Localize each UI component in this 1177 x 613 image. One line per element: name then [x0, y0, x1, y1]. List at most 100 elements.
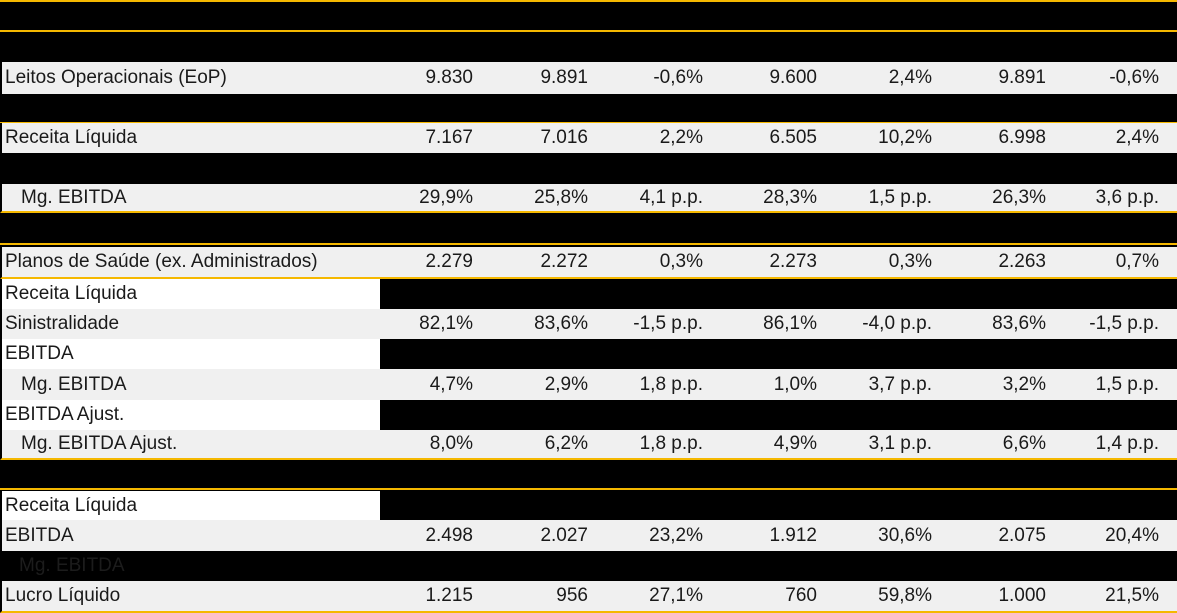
cell: 1.215	[425, 585, 473, 606]
cell: 59,8%	[878, 585, 932, 606]
cell: 3,1 p.p.	[868, 433, 932, 454]
table-row: Planos de Saúde (ex. Administrados) 2.27…	[0, 247, 1177, 279]
table-row: Sinistralidade 82,1% 83,6% -1,5 p.p. 86,…	[0, 309, 1177, 339]
cell: 2.272	[540, 251, 588, 272]
cell: 27,1%	[649, 585, 703, 606]
row-label: Sinistralidade	[5, 313, 120, 334]
section-header	[0, 153, 1177, 184]
table-header-band	[0, 2, 1177, 31]
cell: -1,5 p.p.	[1089, 313, 1159, 334]
cell: 1,8 p.p.	[639, 373, 703, 395]
cell: 6.505	[769, 127, 817, 148]
cell: -0,6%	[1109, 67, 1159, 88]
cell: 30,6%	[878, 524, 932, 546]
row-label: EBITDA	[5, 524, 74, 546]
row-label: Mg. EBITDA	[21, 186, 127, 208]
cell: 8,0%	[429, 433, 473, 454]
accent-line	[0, 30, 1177, 32]
cell: 1,4 p.p.	[1095, 433, 1159, 454]
row-label: Receita Líquida	[5, 127, 138, 148]
section-header	[0, 460, 1177, 490]
cell: 7.167	[425, 127, 473, 148]
table-row: Mg. EBITDA	[0, 551, 1177, 581]
cell: 7.016	[540, 127, 588, 148]
table-row: Receita Líquida 7.167 7.016 2,2% 6.505 1…	[0, 123, 1177, 153]
cell: 26,3%	[992, 186, 1046, 208]
cell: 0,3%	[888, 251, 932, 272]
cell: 6.998	[998, 127, 1046, 148]
table-row: Leitos Operacionais (EoP) 9.830 9.891 -0…	[0, 62, 1177, 94]
cell: 2.273	[769, 251, 817, 272]
table-row: Lucro Líquido 1.215 956 27,1% 760 59,8% …	[0, 581, 1177, 613]
cell: 6,6%	[1002, 433, 1046, 454]
cell: 0,7%	[1115, 251, 1159, 272]
table-row: Receita Líquida	[0, 279, 1177, 309]
cell: -4,0 p.p.	[862, 313, 932, 334]
table-row: Mg. EBITDA 29,9% 25,8% 4,1 p.p. 28,3% 1,…	[0, 184, 1177, 213]
section-header	[0, 94, 1177, 122]
cell: 3,7 p.p.	[868, 373, 932, 395]
row-label: Mg. EBITDA	[19, 555, 125, 576]
cell: 3,2%	[1002, 373, 1046, 395]
cell: 2.279	[425, 251, 473, 272]
cell: 9.891	[540, 67, 588, 88]
cell: 2.027	[540, 524, 588, 546]
cell: 6,2%	[544, 433, 588, 454]
cell: 1,5 p.p.	[1095, 373, 1159, 395]
table-row: Mg. EBITDA 4,7% 2,9% 1,8 p.p. 1,0% 3,7 p…	[0, 369, 1177, 400]
cell: 4,9%	[773, 433, 817, 454]
cell: 20,4%	[1105, 524, 1159, 546]
cell: 2.498	[425, 524, 473, 546]
cell: 1.000	[998, 585, 1046, 606]
cell: 83,6%	[534, 313, 588, 334]
row-label: Mg. EBITDA Ajust.	[21, 433, 178, 454]
cell: 9.830	[425, 67, 473, 88]
table-row: EBITDA Ajust.	[0, 400, 1177, 430]
cell: 956	[556, 585, 588, 606]
cell: 23,2%	[649, 524, 703, 546]
table-row: EBITDA	[0, 339, 1177, 369]
row-label: Lucro Líquido	[5, 585, 121, 606]
cell: 760	[785, 585, 817, 606]
cell: 2,2%	[659, 127, 703, 148]
cell: 25,8%	[534, 186, 588, 208]
table-row: EBITDA 2.498 2.027 23,2% 1.912 30,6% 2.0…	[0, 520, 1177, 551]
cell: 2,4%	[1115, 127, 1159, 148]
accent-line	[0, 0, 1177, 2]
cell: 86,1%	[763, 313, 817, 334]
table-row: Receita Líquida	[0, 491, 1177, 520]
section-header	[0, 213, 1177, 245]
cell: 2,4%	[888, 67, 932, 88]
row-label: Receita Líquida	[5, 283, 138, 304]
cell: 10,2%	[878, 127, 932, 148]
cell: 1,0%	[773, 373, 817, 395]
cell: 9.600	[769, 67, 817, 88]
row-label: EBITDA Ajust.	[5, 404, 125, 425]
cell: 9.891	[998, 67, 1046, 88]
cell: 4,1 p.p.	[639, 186, 703, 208]
section-header	[0, 32, 1177, 62]
row-label: Mg. EBITDA	[21, 373, 127, 395]
cell: 28,3%	[763, 186, 817, 208]
table-row: Mg. EBITDA Ajust. 8,0% 6,2% 1,8 p.p. 4,9…	[0, 430, 1177, 460]
cell: 1,8 p.p.	[639, 433, 703, 454]
cell: -0,6%	[653, 67, 703, 88]
cell: 1.912	[769, 524, 817, 546]
row-label: EBITDA	[5, 343, 74, 364]
row-label: Receita Líquida	[5, 494, 138, 516]
cell: 1,5 p.p.	[868, 186, 932, 208]
cell: 2.075	[998, 524, 1046, 546]
cell: 3,6 p.p.	[1095, 186, 1159, 208]
cell: 83,6%	[992, 313, 1046, 334]
cell: 21,5%	[1105, 585, 1159, 606]
row-label: Planos de Saúde (ex. Administrados)	[5, 251, 318, 272]
cell: 29,9%	[419, 186, 473, 208]
cell: 82,1%	[419, 313, 473, 334]
cell: 0,3%	[659, 251, 703, 272]
cell: 2.263	[998, 251, 1046, 272]
cell: 4,7%	[429, 373, 473, 395]
cell: 2,9%	[544, 373, 588, 395]
row-label: Leitos Operacionais (EoP)	[5, 67, 227, 88]
accent-line	[0, 122, 1177, 123]
